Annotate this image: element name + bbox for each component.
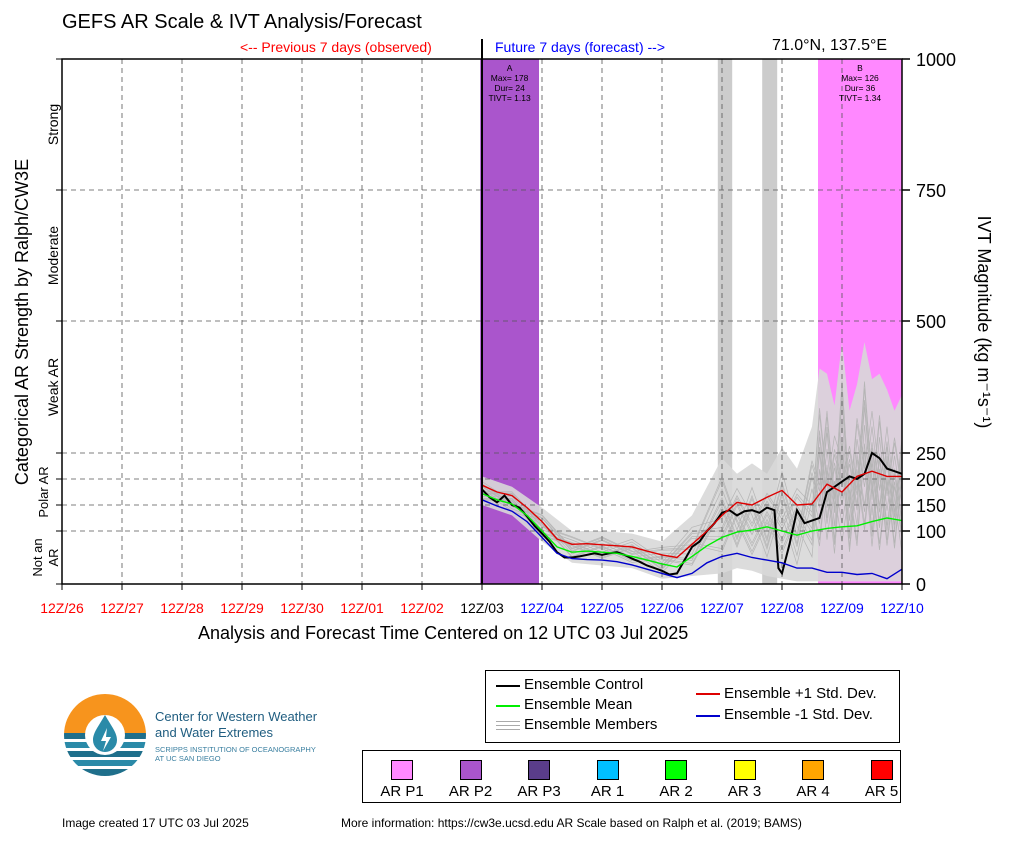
previous-days-label: <-- Previous 7 days (observed) <box>240 39 432 55</box>
ar-scale-label: AR 3 <box>727 783 762 800</box>
legend-swatch-minus-std <box>696 715 720 717</box>
y-tick-label: 750 <box>916 181 946 201</box>
future-days-label: Future 7 days (forecast) --> <box>495 39 666 55</box>
legend-swatch-control <box>496 685 520 687</box>
category-label-not-an-ar-2: AR <box>46 548 61 566</box>
series-line-ensemble-1-std-dev- <box>481 470 902 559</box>
x-tick-label: 12Z/29 <box>220 600 264 616</box>
x-tick-label: 12Z/26 <box>40 600 84 616</box>
y-tick-label: 500 <box>916 312 946 332</box>
y-tick-label: 150 <box>916 496 946 516</box>
x-tick-label: 12Z/07 <box>700 600 744 616</box>
x-tick-label: 12Z/09 <box>820 600 864 616</box>
y-axis-label-right: IVT Magnitude (kg m⁻¹s⁻¹) <box>974 216 994 429</box>
x-tick-label: 12Z/30 <box>280 600 324 616</box>
ar-event-annotation-B: TIVT= 1.34 <box>839 93 882 103</box>
ensemble-members-envelope <box>482 342 902 582</box>
ivt-chart: 12Z/26 12Z/27 12Z/28 12Z/29 12Z/30 12Z/01 12Z/… <box>12 39 994 616</box>
ar-scale-label: AR P3 <box>517 783 561 800</box>
legend-label-minus-std: Ensemble -1 Std. Dev. <box>724 706 873 723</box>
ar-scale-swatch <box>596 760 619 780</box>
category-label-strong: Strong <box>45 104 61 145</box>
series-line-ensemble-control <box>481 451 903 576</box>
category-label-not-an-ar: Not an <box>30 538 45 576</box>
ar-event-annotation-B: B <box>857 63 863 73</box>
y-axis-label-left: Categorical AR Strength by Ralph/CW3E <box>12 159 32 485</box>
category-label-moderate: Moderate <box>45 226 61 285</box>
y-tick-label: 1000 <box>916 50 956 70</box>
logo-name-line-1: Center for Western Weather <box>155 709 318 724</box>
logo-sub-line-1: SCRIPPS INSTITUTION OF OCEANOGRAPHY <box>155 745 316 754</box>
legend-label-plus-std: Ensemble +1 Std. Dev. <box>724 685 877 702</box>
legend-label-mean: Ensemble Mean <box>524 696 633 713</box>
ar-scale-label: AR 4 <box>796 783 830 800</box>
ar-scale-label: AR 2 <box>659 783 693 800</box>
ar-scale-swatch <box>802 760 824 780</box>
ar-event-annotation-B: Dur= 36 <box>845 83 876 93</box>
ar-scale-swatch <box>528 760 550 780</box>
ar-event-annotation-A: TIVT= 1.13 <box>488 93 531 103</box>
ar-scale-swatch <box>665 760 687 780</box>
logo-subtitle: SCRIPPS INSTITUTION OF OCEANOGRAPHY AT U… <box>155 745 316 763</box>
x-tick-label: 12Z/28 <box>160 600 204 616</box>
y-tick-label: 200 <box>916 470 946 490</box>
ar-scale-legend: AR P1 AR P2 AR P3 AR 1 AR 2 AR 3 AR 4 AR 5 <box>362 750 901 803</box>
ar-scale-label: AR 1 <box>590 783 625 800</box>
x-tick-label: 12Z/03 <box>460 600 504 616</box>
ar-event-annotation-A: Max= 178 <box>491 73 529 83</box>
legend-swatch-plus-std <box>696 693 720 695</box>
ensemble-member-line-12 <box>481 381 903 562</box>
ar-scale-label: AR P1 <box>380 783 424 800</box>
legend-swatch-members-2 <box>496 725 520 726</box>
series-line-ensemble-1-std-dev- <box>481 499 903 580</box>
x-tick-label: 12Z/04 <box>520 600 564 616</box>
ensemble-member-line-6 <box>481 418 903 564</box>
y-tick-label: 100 <box>916 522 946 542</box>
logo-name-line-2: and Water Extremes <box>155 725 274 740</box>
ar-scale-label: AR P2 <box>448 783 493 800</box>
legend-swatch-members <box>496 721 520 722</box>
legend-swatch-members-3 <box>496 729 520 730</box>
location-label: 71.0°N, 137.5°E <box>772 37 888 54</box>
x-tick-label: 12Z/05 <box>580 600 624 616</box>
x-tick-label: 12Z/08 <box>760 600 804 616</box>
legend-label-members: Ensemble Members <box>524 716 658 733</box>
ar-scale-label: AR 5 <box>864 783 899 800</box>
chart-title: GEFS AR Scale & IVT Analysis/Forecast <box>62 11 422 33</box>
x-tick-label: 12Z/06 <box>640 600 684 616</box>
more-info-text: More information: https://cw3e.ucsd.edu … <box>341 816 802 830</box>
ensemble-member-line-8 <box>481 414 903 570</box>
legend-label-control: Ensemble Control <box>524 676 644 693</box>
ensemble-member-line-0 <box>481 408 903 569</box>
ar-event-annotation-B: Max= 126 <box>841 73 879 83</box>
category-label-weak-ar: Weak AR <box>45 358 61 416</box>
image-created-text: Image created 17 UTC 03 Jul 2025 <box>62 816 249 830</box>
ar-scale-swatch <box>391 760 413 780</box>
logo-name: Center for Western Weather and Water Ext… <box>155 709 317 741</box>
logo-sub-line-2: AT UC SAN DIEGO <box>155 754 221 763</box>
x-axis-label: Analysis and Forecast Time Centered on 1… <box>198 623 689 643</box>
ar-scale-swatch <box>870 760 893 780</box>
ar-scale-swatch <box>459 760 482 780</box>
x-tick-label: 12Z/10 <box>880 600 924 616</box>
y-tick-label: 0 <box>916 575 926 595</box>
series-legend: Ensemble Control Ensemble Mean Ensemble … <box>485 670 900 743</box>
x-tick-label: 12Z/01 <box>340 600 384 616</box>
x-tick-label: 12Z/02 <box>400 600 444 616</box>
ar-event-annotation-A: Dur= 24 <box>494 83 525 93</box>
legend-swatch-mean <box>496 705 520 707</box>
y-tick-label: 250 <box>916 444 946 464</box>
x-tick-label: 12Z/27 <box>100 600 144 616</box>
ar-scale-swatch <box>733 760 756 780</box>
series-line-ensemble-mean <box>481 492 903 568</box>
ar-event-annotation-A: A <box>507 63 513 73</box>
cw3e-logo-icon <box>60 694 150 783</box>
category-label-polar-ar: Polar AR <box>36 466 51 517</box>
